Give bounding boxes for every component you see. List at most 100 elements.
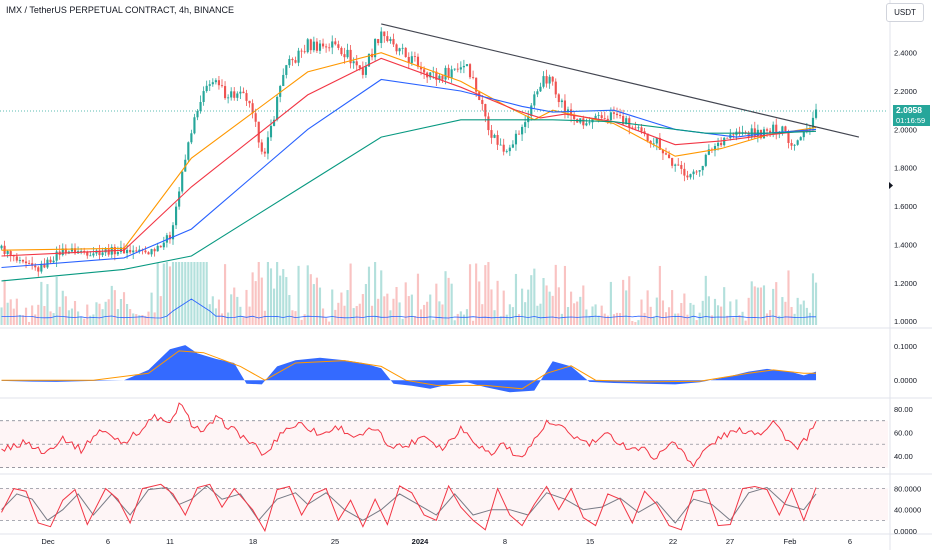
currency-button[interactable]: USDT [886, 3, 924, 22]
volume-bar [695, 320, 698, 325]
time-tick-label: 6 [848, 537, 852, 546]
candle-body [328, 47, 331, 49]
volume-bar [753, 286, 756, 325]
candle-body [24, 261, 28, 264]
time-tick-label: 25 [331, 537, 339, 546]
candle-body [315, 41, 318, 51]
candle-body [465, 64, 469, 66]
candle-body [637, 127, 640, 129]
volume-bar [294, 311, 297, 325]
volume-bar [762, 285, 766, 325]
candle-body [701, 165, 704, 171]
price-tick-label: 1.6000 [894, 202, 917, 211]
volume-bar [398, 302, 401, 325]
volume-bar [548, 291, 551, 325]
volume-bar [269, 268, 273, 325]
volume-bar [487, 262, 490, 325]
volume-bar [671, 290, 674, 325]
candle-body [150, 249, 153, 255]
candle-body [251, 103, 254, 114]
candle-body [502, 144, 505, 152]
volume-bar [612, 314, 616, 325]
candle-body [190, 133, 193, 143]
candle-body [459, 67, 462, 70]
candle-body [554, 81, 557, 95]
volume-bar [98, 303, 101, 325]
candle-body [618, 115, 622, 116]
volume-bar [156, 263, 159, 325]
candle-body [9, 251, 12, 255]
candle-body [493, 134, 496, 138]
volume-bar [58, 306, 61, 325]
volume-bar [122, 292, 126, 325]
volume-bar [410, 294, 413, 325]
volume-bar [383, 296, 386, 325]
candle-body [505, 151, 508, 152]
candle-body [481, 100, 484, 105]
candle-body [631, 127, 634, 129]
candle-body [741, 132, 744, 134]
volume-bar [377, 298, 380, 325]
volume-bar [637, 320, 640, 325]
countdown-tag: 01:16:59 [893, 116, 930, 127]
candle-body [364, 66, 367, 75]
price-tick-label: 1.4000 [894, 240, 917, 249]
volume-bar [223, 264, 227, 325]
candle-body [661, 149, 665, 154]
volume-bar [248, 306, 251, 325]
candle-body [28, 263, 31, 264]
candle-body [318, 43, 322, 51]
candle-body [612, 112, 616, 114]
time-tick-label: 22 [669, 537, 677, 546]
volume-bar [276, 262, 279, 325]
volume-bar [138, 315, 141, 325]
candle-body [652, 143, 655, 145]
volume-bar [438, 301, 441, 325]
candle-body [377, 39, 380, 44]
volume-bar [692, 304, 695, 325]
candle-body [101, 252, 104, 256]
volume-bar [664, 312, 668, 325]
volume-bar [361, 294, 364, 325]
candle-body [441, 75, 444, 80]
volume-bar [646, 290, 649, 325]
candle-body [236, 93, 239, 98]
candle-body [248, 100, 251, 104]
candle-body [89, 255, 92, 257]
volume-bar [89, 315, 92, 325]
candle-body [227, 97, 230, 99]
volume-bar [478, 281, 481, 325]
candle-body [361, 68, 364, 75]
volume-bar [190, 262, 193, 325]
candle-body [380, 31, 383, 44]
candle-body [683, 168, 686, 176]
candle-body [533, 94, 536, 106]
candle-body [55, 251, 58, 261]
candle-body [398, 48, 401, 52]
volume-bar [814, 282, 818, 325]
volume-bar [686, 314, 689, 325]
volume-bar [496, 280, 499, 325]
candle-body [135, 250, 138, 252]
volume-bar [704, 275, 707, 325]
volume-bar [435, 283, 438, 325]
rsi-tick-label: 80.00 [894, 405, 913, 414]
candle-body [667, 154, 671, 159]
candle-body [563, 100, 567, 113]
candle-body [349, 49, 352, 64]
candle-body [358, 65, 361, 69]
candle-body [395, 44, 398, 52]
volume-bar [597, 315, 600, 325]
candle-body [475, 77, 478, 92]
volume-bar [811, 273, 815, 325]
volume-bar [52, 313, 55, 325]
candle-body [383, 31, 386, 37]
candle-body [392, 38, 395, 45]
volume-bar [625, 290, 628, 325]
volume-bar [178, 262, 181, 325]
candle-body [787, 131, 790, 143]
candle-body [242, 91, 245, 94]
candle-body [499, 144, 502, 146]
